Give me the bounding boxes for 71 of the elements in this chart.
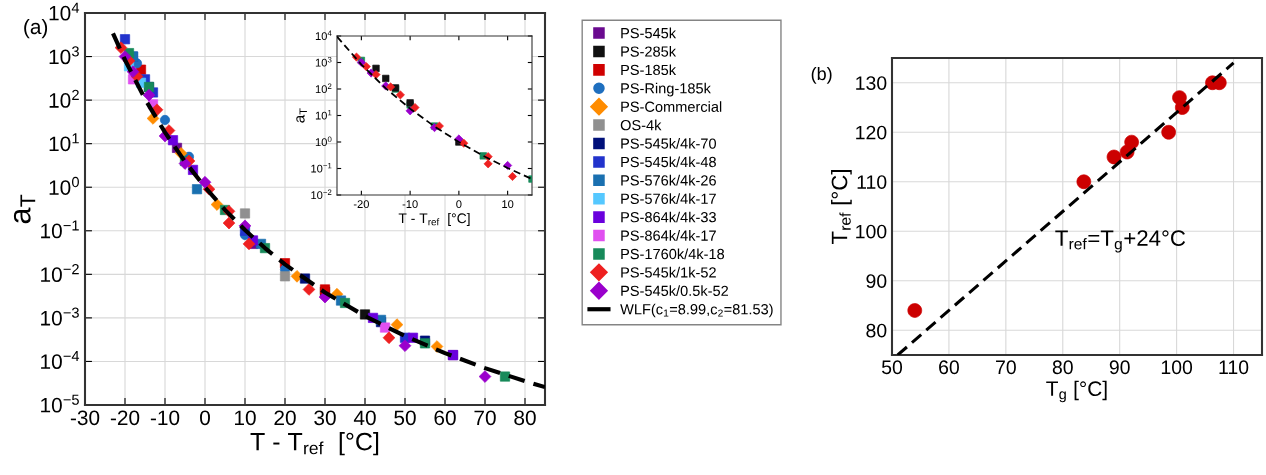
legend-label: PS-545k/0.5k-52 (621, 285, 728, 296)
y-tick-label: 80 (866, 323, 887, 338)
legend-label: PS-576k/4k-17 (621, 193, 716, 204)
x-tick-label: 20 (274, 410, 296, 426)
y-tick-label: 10$^{−2}$ (41, 263, 79, 283)
legend-label: PS-185k (621, 64, 677, 76)
y-axis-title: a$_{T}$ (296, 108, 307, 123)
legend-label: PS-864k/4k-17 (621, 230, 716, 241)
x-tick-label: 100 (1161, 360, 1193, 375)
x-axis-title: T$_{g}$ [°C] (1046, 380, 1107, 403)
y-tick-label: 10$^{−1}$ (311, 162, 332, 173)
x-tick-label: 0 (200, 410, 210, 426)
x-tick-label: 90 (1109, 360, 1130, 375)
legend-label: PS-1760k/4k-18 (621, 248, 725, 260)
y-axis-title: a$_{T}$ (13, 194, 36, 224)
y-tick-label: 10$^{2}$ (49, 89, 79, 108)
y-tick-label: 10$^{1}$ (315, 109, 332, 120)
legend-label: PS-576k/4k-26 (621, 174, 716, 186)
y-tick-label: 110 (857, 175, 887, 189)
y-tick-label: 10$^{4}$ (315, 30, 332, 41)
x-tick-label: -30 (70, 410, 100, 426)
y-tick-label: 10$^{4}$ (49, 2, 80, 21)
x-tick-label: 80 (1052, 360, 1073, 375)
x-tick-label: 50 (881, 360, 903, 375)
x-tick-label: -20 (110, 410, 140, 426)
x-tick-label: 40 (353, 410, 376, 426)
x-tick-label: 70 (474, 410, 496, 426)
x-tick-label: -10 (150, 410, 180, 426)
y-tick-label: 90 (866, 274, 887, 288)
legend-label: PS-Commercial (621, 101, 722, 112)
y-tick-label: 10$^{3}$ (49, 46, 79, 65)
annotation: T$_{ref}$=T$_{g}$+24°C (1055, 230, 1186, 253)
legend-label: PS-545k/1k-52 (621, 266, 716, 278)
y-tick-label: 10$^{−1}$ (41, 220, 79, 239)
x-tick-label: 80 (514, 410, 536, 426)
legend-label: WLF(c$_{1}$=8.99,c$_{2}$=81.53) (620, 303, 773, 318)
y-tick-label: 10$^{−2}$ (311, 189, 332, 200)
x-tick-label: 110 (1219, 360, 1249, 375)
y-tick-label: 130 (856, 76, 887, 90)
text: (b) (811, 66, 832, 84)
y-tick-label: 10$^{−4}$ (41, 351, 80, 370)
y-axis-title: T$_{ref}$ [°C] (831, 170, 852, 244)
legend-label: PS-Ring-185k (621, 82, 711, 97)
y-tick-label: 10$^{0}$ (49, 176, 79, 195)
legend-label: PS-285k (621, 45, 677, 57)
x-tick-label: 10 (502, 200, 514, 209)
legend-label: PS-545k/4k-70 (621, 138, 716, 149)
x-tick-label: 60 (434, 410, 456, 426)
y-tick-label: 10$^{0}$ (315, 136, 332, 147)
x-tick-label: -20 (353, 200, 369, 209)
legend-label: PS-545k (621, 27, 677, 39)
x-axis-title: T - T$_{ref}$ [°C] (250, 432, 379, 456)
y-tick-label: 10$^{3}$ (315, 56, 332, 67)
x-axis-title: T - T$_{ref}$ [°C] (398, 213, 470, 226)
y-tick-label: 10$^{−5}$ (41, 394, 79, 413)
x-tick-label: 50 (394, 410, 416, 426)
x-tick-label: 0 (456, 200, 462, 209)
legend-label: PS-545k/4k-48 (621, 156, 716, 168)
x-tick-label: 70 (996, 360, 1016, 375)
legend-label: PS-864k/4k-33 (621, 211, 716, 223)
x-tick-label: 30 (314, 410, 336, 426)
y-tick-label: 10$^{2}$ (315, 83, 332, 94)
x-tick-label: 60 (939, 360, 959, 375)
y-tick-label: 100 (856, 224, 887, 239)
x-tick-label: -10 (402, 200, 418, 209)
y-tick-label: 120 (856, 125, 887, 140)
text: (a) (24, 18, 48, 39)
y-tick-label: 10$^{1}$ (49, 133, 79, 152)
x-tick-label: 10 (235, 410, 256, 426)
y-tick-label: 10$^{−3}$ (41, 307, 79, 326)
legend-label: OS-4k (620, 119, 662, 131)
